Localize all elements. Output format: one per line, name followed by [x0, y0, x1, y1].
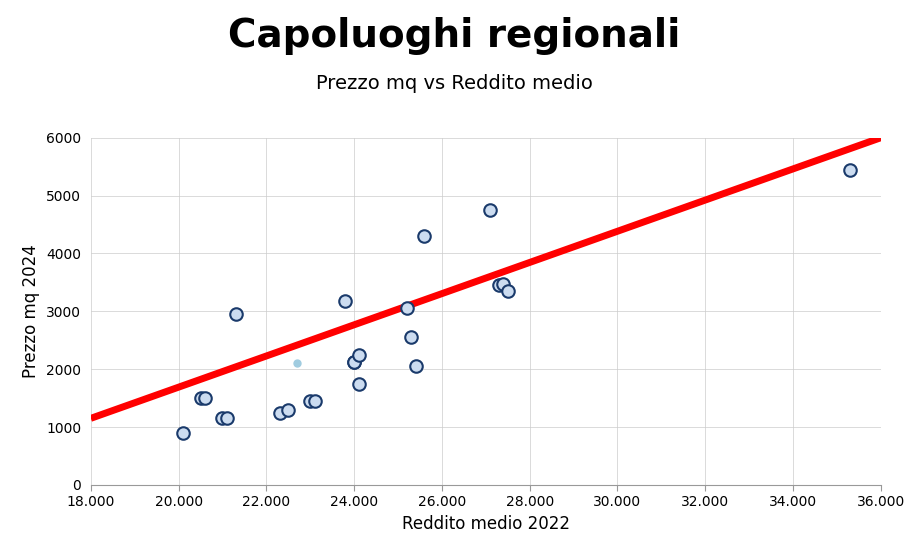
X-axis label: Reddito medio 2022: Reddito medio 2022 — [401, 515, 570, 533]
Y-axis label: Prezzo mq 2024: Prezzo mq 2024 — [23, 245, 40, 378]
Text: Capoluoghi regionali: Capoluoghi regionali — [228, 17, 680, 55]
Text: Prezzo mq vs Reddito medio: Prezzo mq vs Reddito medio — [316, 74, 592, 93]
